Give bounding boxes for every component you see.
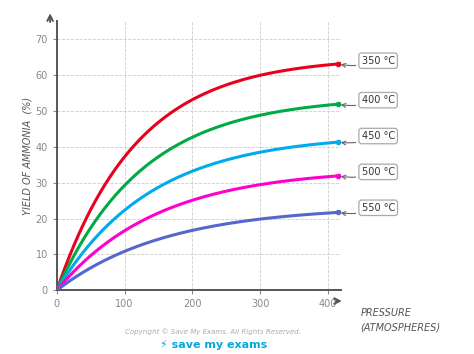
Text: (ATMOSPHERES): (ATMOSPHERES)	[360, 322, 440, 332]
Text: 350 °C: 350 °C	[342, 56, 395, 67]
Text: ⚡ save my exams: ⚡ save my exams	[160, 340, 267, 350]
Y-axis label: YIELD OF AMMONIA  (%): YIELD OF AMMONIA (%)	[22, 97, 32, 215]
Text: Copyright © Save My Exams. All Rights Reserved.: Copyright © Save My Exams. All Rights Re…	[125, 328, 301, 335]
Text: PRESSURE: PRESSURE	[360, 308, 411, 318]
Text: 400 °C: 400 °C	[342, 95, 394, 107]
Text: 550 °C: 550 °C	[342, 203, 395, 216]
Text: 500 °C: 500 °C	[342, 167, 395, 179]
Text: 450 °C: 450 °C	[342, 131, 395, 145]
